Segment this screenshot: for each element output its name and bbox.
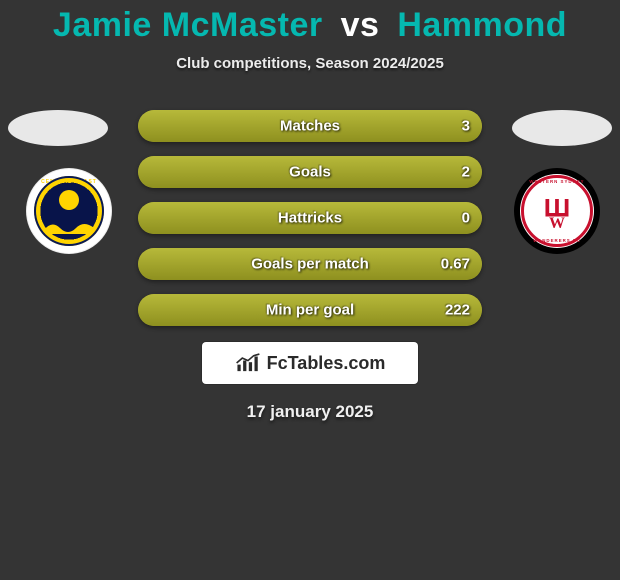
player2-name: Hammond xyxy=(397,6,567,44)
stat-bars: Matches 3 Goals 2 Hattricks 0 Goals per match 0… xyxy=(138,110,482,340)
club-badge-right: WESTERN SYDNEY ꟺW WANDERERS FC xyxy=(514,168,600,254)
stat-bar: Min per goal 222 xyxy=(138,294,482,326)
brand-text: FcTables.com xyxy=(267,353,386,374)
stat-bar: Goals 2 xyxy=(138,156,482,188)
stat-value-right: 0 xyxy=(462,210,470,227)
mariners-icon: CENTRAL COAST xyxy=(34,176,104,246)
stat-value-right: 0.67 xyxy=(441,256,470,273)
stat-value-right: 222 xyxy=(445,302,470,319)
stat-value-right: 2 xyxy=(462,164,470,181)
stat-value-right: 3 xyxy=(462,118,470,135)
stat-label: Matches xyxy=(280,118,340,135)
stat-label: Goals xyxy=(289,164,331,181)
chart-icon xyxy=(235,352,261,374)
player1-name: Jamie McMaster xyxy=(53,6,323,44)
player1-photo xyxy=(8,110,108,146)
club-badge-left: CENTRAL COAST xyxy=(26,168,112,254)
page-title: Jamie McMaster vs Hammond xyxy=(0,0,620,45)
wanderers-icon: WESTERN SYDNEY ꟺW WANDERERS FC xyxy=(520,174,594,248)
stat-label: Hattricks xyxy=(278,210,342,227)
stat-label: Goals per match xyxy=(251,256,369,273)
player2-photo xyxy=(512,110,612,146)
date-text: 17 january 2025 xyxy=(0,402,620,422)
stat-label: Min per goal xyxy=(266,302,354,319)
comparison-arena: CENTRAL COAST WESTERN SYDNEY ꟺW WANDERER… xyxy=(0,110,620,330)
stat-bar: Goals per match 0.67 xyxy=(138,248,482,280)
vs-text: vs xyxy=(341,6,380,44)
brand-badge[interactable]: FcTables.com xyxy=(202,342,418,384)
subtitle: Club competitions, Season 2024/2025 xyxy=(0,55,620,72)
stat-bar: Matches 3 xyxy=(138,110,482,142)
stat-bar: Hattricks 0 xyxy=(138,202,482,234)
